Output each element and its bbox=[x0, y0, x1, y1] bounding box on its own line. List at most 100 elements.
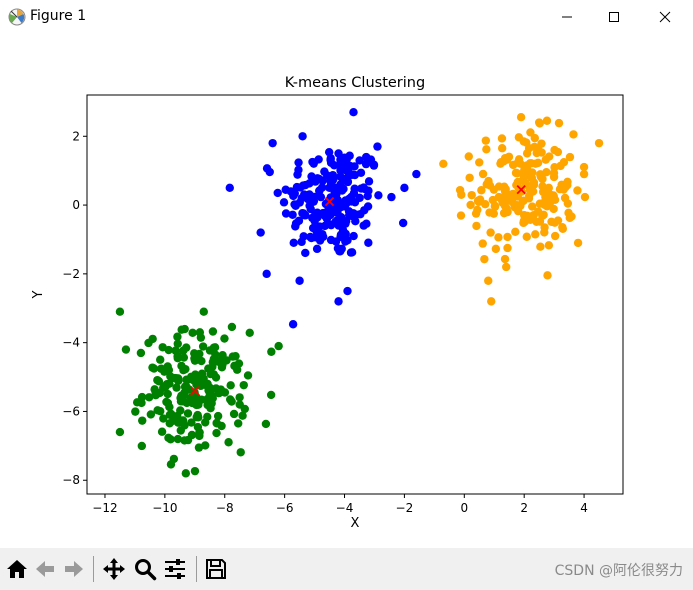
data-point bbox=[350, 170, 360, 180]
zoom-button[interactable] bbox=[133, 557, 157, 581]
data-point bbox=[550, 163, 559, 172]
data-point bbox=[500, 185, 510, 195]
data-point bbox=[480, 254, 489, 264]
forward-button[interactable] bbox=[62, 557, 86, 581]
data-point bbox=[541, 155, 550, 164]
data-point bbox=[190, 466, 200, 476]
data-point bbox=[534, 118, 544, 127]
data-point bbox=[569, 130, 578, 139]
data-point bbox=[197, 369, 207, 378]
data-point bbox=[508, 160, 518, 170]
data-point bbox=[295, 276, 304, 285]
data-point bbox=[188, 328, 197, 338]
data-point bbox=[181, 469, 191, 478]
configure-subplots-button[interactable] bbox=[163, 557, 187, 581]
pan-button[interactable] bbox=[102, 557, 126, 581]
data-point bbox=[549, 204, 558, 214]
data-point bbox=[172, 383, 181, 392]
back-button[interactable] bbox=[33, 557, 57, 581]
data-point bbox=[211, 350, 220, 359]
data-point bbox=[364, 177, 374, 186]
data-point bbox=[503, 243, 512, 253]
data-point bbox=[290, 200, 299, 209]
minimize-button[interactable] bbox=[544, 0, 590, 34]
data-point bbox=[227, 322, 237, 332]
data-point bbox=[256, 228, 265, 237]
data-point bbox=[387, 192, 396, 202]
data-point bbox=[374, 191, 383, 200]
data-point bbox=[150, 385, 159, 394]
data-point bbox=[299, 232, 308, 241]
data-point bbox=[522, 232, 531, 241]
data-point bbox=[550, 231, 560, 241]
data-point bbox=[471, 209, 481, 218]
data-point bbox=[343, 177, 353, 187]
data-point bbox=[336, 166, 345, 175]
figure-canvas[interactable]: −12 −10 −8 −6 −4 −2 0 2 4 −8 −6 −4 −2 0 2 K-means Clust… bbox=[0, 34, 693, 548]
save-button[interactable] bbox=[204, 557, 228, 581]
data-point bbox=[526, 128, 535, 137]
data-point bbox=[266, 390, 276, 400]
data-point bbox=[298, 132, 307, 141]
x-axis-label: X bbox=[351, 516, 360, 531]
data-point bbox=[115, 307, 125, 316]
data-point bbox=[557, 180, 566, 189]
data-point bbox=[173, 354, 182, 363]
data-point bbox=[503, 232, 512, 242]
home-button[interactable] bbox=[5, 557, 29, 581]
data-point bbox=[163, 389, 172, 399]
data-point bbox=[299, 209, 308, 218]
data-point bbox=[293, 170, 302, 179]
data-point bbox=[164, 365, 174, 375]
data-point bbox=[519, 137, 528, 146]
data-point bbox=[315, 174, 324, 184]
data-point bbox=[531, 230, 540, 239]
x-tick-label: −2 bbox=[396, 501, 414, 515]
data-point bbox=[208, 327, 218, 336]
data-point bbox=[288, 320, 298, 329]
minimize-icon bbox=[562, 16, 572, 18]
data-point bbox=[356, 184, 366, 193]
data-point bbox=[512, 201, 522, 210]
close-button[interactable] bbox=[642, 0, 688, 34]
data-point bbox=[466, 200, 475, 210]
data-point bbox=[544, 241, 554, 250]
data-point bbox=[288, 210, 297, 219]
data-point bbox=[349, 231, 358, 241]
data-point bbox=[502, 262, 511, 272]
y-axis-label: Y bbox=[31, 290, 46, 299]
data-point bbox=[487, 297, 496, 306]
data-point bbox=[195, 428, 204, 437]
data-point bbox=[154, 377, 164, 386]
maximize-button[interactable] bbox=[591, 0, 637, 34]
data-point bbox=[478, 169, 488, 179]
back-icon bbox=[36, 561, 54, 577]
data-point bbox=[439, 159, 448, 168]
data-point bbox=[173, 339, 182, 348]
data-point bbox=[235, 400, 244, 409]
data-point bbox=[321, 199, 331, 209]
data-point bbox=[532, 217, 541, 226]
x-tick-label: 2 bbox=[520, 501, 528, 515]
data-point bbox=[350, 162, 359, 171]
data-point bbox=[136, 348, 146, 358]
data-point bbox=[190, 388, 199, 397]
data-point bbox=[326, 155, 335, 165]
data-point bbox=[235, 393, 244, 402]
data-point bbox=[194, 400, 203, 409]
data-point bbox=[274, 341, 283, 351]
y-tick-label: −6 bbox=[62, 404, 80, 418]
data-point bbox=[318, 229, 327, 239]
data-point bbox=[137, 441, 147, 451]
data-point bbox=[533, 158, 543, 168]
data-point bbox=[511, 168, 521, 178]
data-point bbox=[536, 170, 545, 179]
data-point bbox=[560, 193, 570, 203]
close-icon bbox=[659, 11, 671, 23]
data-point bbox=[559, 157, 569, 167]
data-point bbox=[225, 183, 234, 193]
data-point bbox=[554, 118, 564, 128]
data-point bbox=[491, 244, 501, 254]
data-point bbox=[227, 397, 236, 406]
data-point bbox=[281, 209, 291, 218]
